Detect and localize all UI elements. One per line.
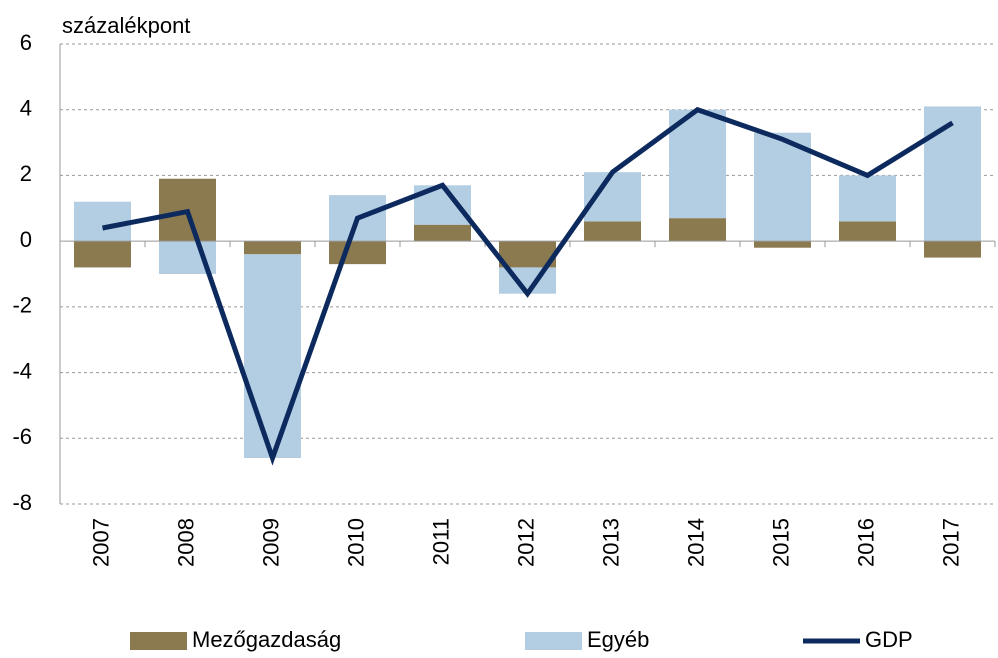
bar [669, 218, 726, 242]
y-axis-label: százalékpont [62, 13, 190, 38]
legend-swatch [130, 632, 187, 650]
bar [414, 224, 471, 242]
y-tick-label: -4 [12, 358, 32, 383]
x-tick-label: 2009 [258, 518, 283, 567]
legend-label: Egyéb [587, 627, 649, 652]
y-tick-label: 2 [20, 161, 32, 186]
y-tick-label: 6 [20, 30, 32, 55]
bar [754, 132, 811, 242]
gdp-line [102, 106, 954, 466]
x-tick-label: 2013 [598, 518, 623, 567]
bar [924, 241, 981, 258]
x-tick-label: 2007 [88, 518, 113, 567]
bar [74, 201, 131, 242]
legend-swatch [525, 632, 582, 650]
x-tick-label: 2016 [853, 518, 878, 567]
bar [244, 254, 301, 458]
y-tick-label: 4 [20, 96, 32, 121]
bar [74, 241, 131, 268]
x-tick-label: 2015 [768, 518, 793, 567]
x-tick-label: 2010 [343, 518, 368, 567]
bar [839, 221, 896, 242]
x-tick-label: 2014 [683, 518, 708, 567]
y-tick-label: -2 [12, 293, 32, 318]
x-tick-label: 2011 [428, 518, 453, 565]
y-tick-label: -6 [12, 424, 32, 449]
legend-label: Mezőgazdaság [192, 627, 341, 652]
bar [329, 241, 386, 265]
bar [839, 175, 896, 222]
bar [754, 241, 811, 248]
x-tick-label: 2012 [513, 518, 538, 567]
bar [584, 221, 641, 242]
y-tick-label: 0 [20, 227, 32, 252]
bar [244, 241, 301, 255]
y-tick-label: -8 [12, 490, 32, 515]
legend-label: GDP [865, 627, 913, 652]
x-tick-label: 2008 [173, 518, 198, 567]
bar [669, 109, 726, 219]
bar [924, 106, 981, 242]
x-tick-label: 2017 [938, 518, 963, 567]
